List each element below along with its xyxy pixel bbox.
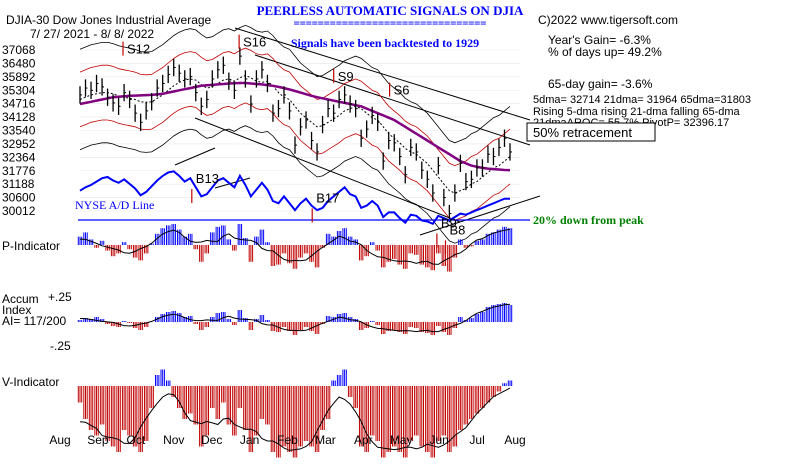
y-tick-label: 35892 [2, 70, 36, 84]
price-bars [79, 47, 512, 223]
index-label: Index [2, 303, 31, 317]
copyright: C)2022 www.tigersoft.com [538, 13, 678, 27]
ai-label: AI= 117/200 [2, 314, 66, 328]
accum-index-ma [79, 303, 511, 333]
envelope-bands [79, 24, 511, 244]
signal-label: S12 [127, 42, 150, 57]
v-indicator-label: V-Indicator [2, 375, 59, 389]
signal-label: B13 [196, 171, 219, 186]
pct-days-up: % of days up= 49.2% [548, 45, 662, 59]
y-axis-ticks: 3706836480358923530434716341283354032952… [2, 43, 36, 218]
signal-label: S6 [394, 83, 410, 98]
nyse-ad-line [79, 170, 510, 226]
band-upper [79, 47, 511, 167]
y-tick-label: 37068 [2, 43, 36, 57]
y-tick-label: 32364 [2, 150, 36, 164]
month-label: Jun [429, 433, 448, 447]
channel-mid-line [254, 54, 531, 146]
signals-title: PEERLESS AUTOMATIC SIGNALS ON DJIA [257, 3, 524, 18]
y-tick-label: 30012 [2, 204, 36, 218]
y-tick-label: 35304 [2, 83, 36, 97]
month-label: Oct [126, 433, 145, 447]
y-tick-label: 34128 [2, 110, 36, 124]
signal-label: B9 [441, 216, 457, 231]
rising-trend-line [419, 195, 541, 236]
y-tick-label: 34716 [2, 97, 36, 111]
signal-label: S16 [243, 35, 266, 50]
month-label: Feb [277, 433, 298, 447]
month-label: Aug [49, 433, 70, 447]
p-indicator-ma [79, 228, 511, 265]
month-label: Apr [354, 433, 373, 447]
dma-line: 5dma= 32714 21dma= 31964 65dma=31803 [533, 94, 751, 106]
date-range: 7/ 27/ 2021 - 8/ 8/ 2022 [30, 27, 154, 41]
accum-bottom-label: -.25 [50, 339, 71, 353]
y-tick-label: 30600 [2, 191, 36, 205]
month-label: Nov [163, 433, 184, 447]
trend-lines [174, 27, 541, 236]
y-tick-label: 32952 [2, 137, 36, 151]
band-lower [79, 102, 511, 221]
gain-65day: 65-day gain= -3.6% [548, 77, 653, 91]
month-label: Jan [240, 433, 259, 447]
v-indicator-ma [79, 387, 511, 451]
y-tick-label: 31188 [2, 177, 35, 191]
y-tick-label: 36480 [2, 56, 36, 70]
signal-label: B17 [316, 190, 339, 205]
retracement-label: 50% retracement [533, 125, 632, 140]
p-indicator-bars [77, 224, 513, 272]
month-label: Aug [504, 433, 525, 447]
v-indicator-bars [77, 369, 513, 458]
accum-top-label: +.25 [48, 290, 72, 304]
retracement-box [526, 122, 656, 142]
month-label: May [390, 433, 413, 447]
down-from-peak-label: 20% down from peak [533, 213, 644, 227]
x-axis-months: Aug Sep Oct Nov Dec Jan Feb Mar Apr May Jun Jul Aug [49, 433, 525, 447]
years-gain: Year's Gain= -6.3% [548, 33, 651, 47]
signals-divider: ================================ [294, 18, 487, 29]
ad-trend-line [214, 177, 251, 189]
month-label: Jul [469, 433, 484, 447]
rising-line: Rising 5-dma rising 21-dma falling 65-dm… [533, 106, 741, 118]
band-lower-outer [79, 125, 511, 244]
channel-lower-line [194, 117, 461, 223]
backtest-note: Signals have been backtested to 1929 [291, 36, 479, 50]
accum-label: Accum [2, 292, 39, 306]
band-upper-outer [79, 24, 511, 144]
channel-upper-line [234, 27, 531, 121]
ad-trend-line-2 [174, 147, 216, 166]
p-indicator-label: P-Indicator [2, 239, 60, 253]
month-label: Sep [87, 433, 109, 447]
month-label: Dec [201, 433, 222, 447]
nyse-label: NYSE A/D Line [75, 198, 154, 212]
chart-title: DJIA-30 Dow Jones Industrial Average [6, 13, 212, 27]
signal-label: S9 [338, 69, 354, 84]
month-label: Mar [315, 433, 336, 447]
y-tick-label: 33540 [2, 124, 36, 138]
signal-label: B8 [450, 222, 466, 237]
y-tick-label: 31776 [2, 164, 36, 178]
